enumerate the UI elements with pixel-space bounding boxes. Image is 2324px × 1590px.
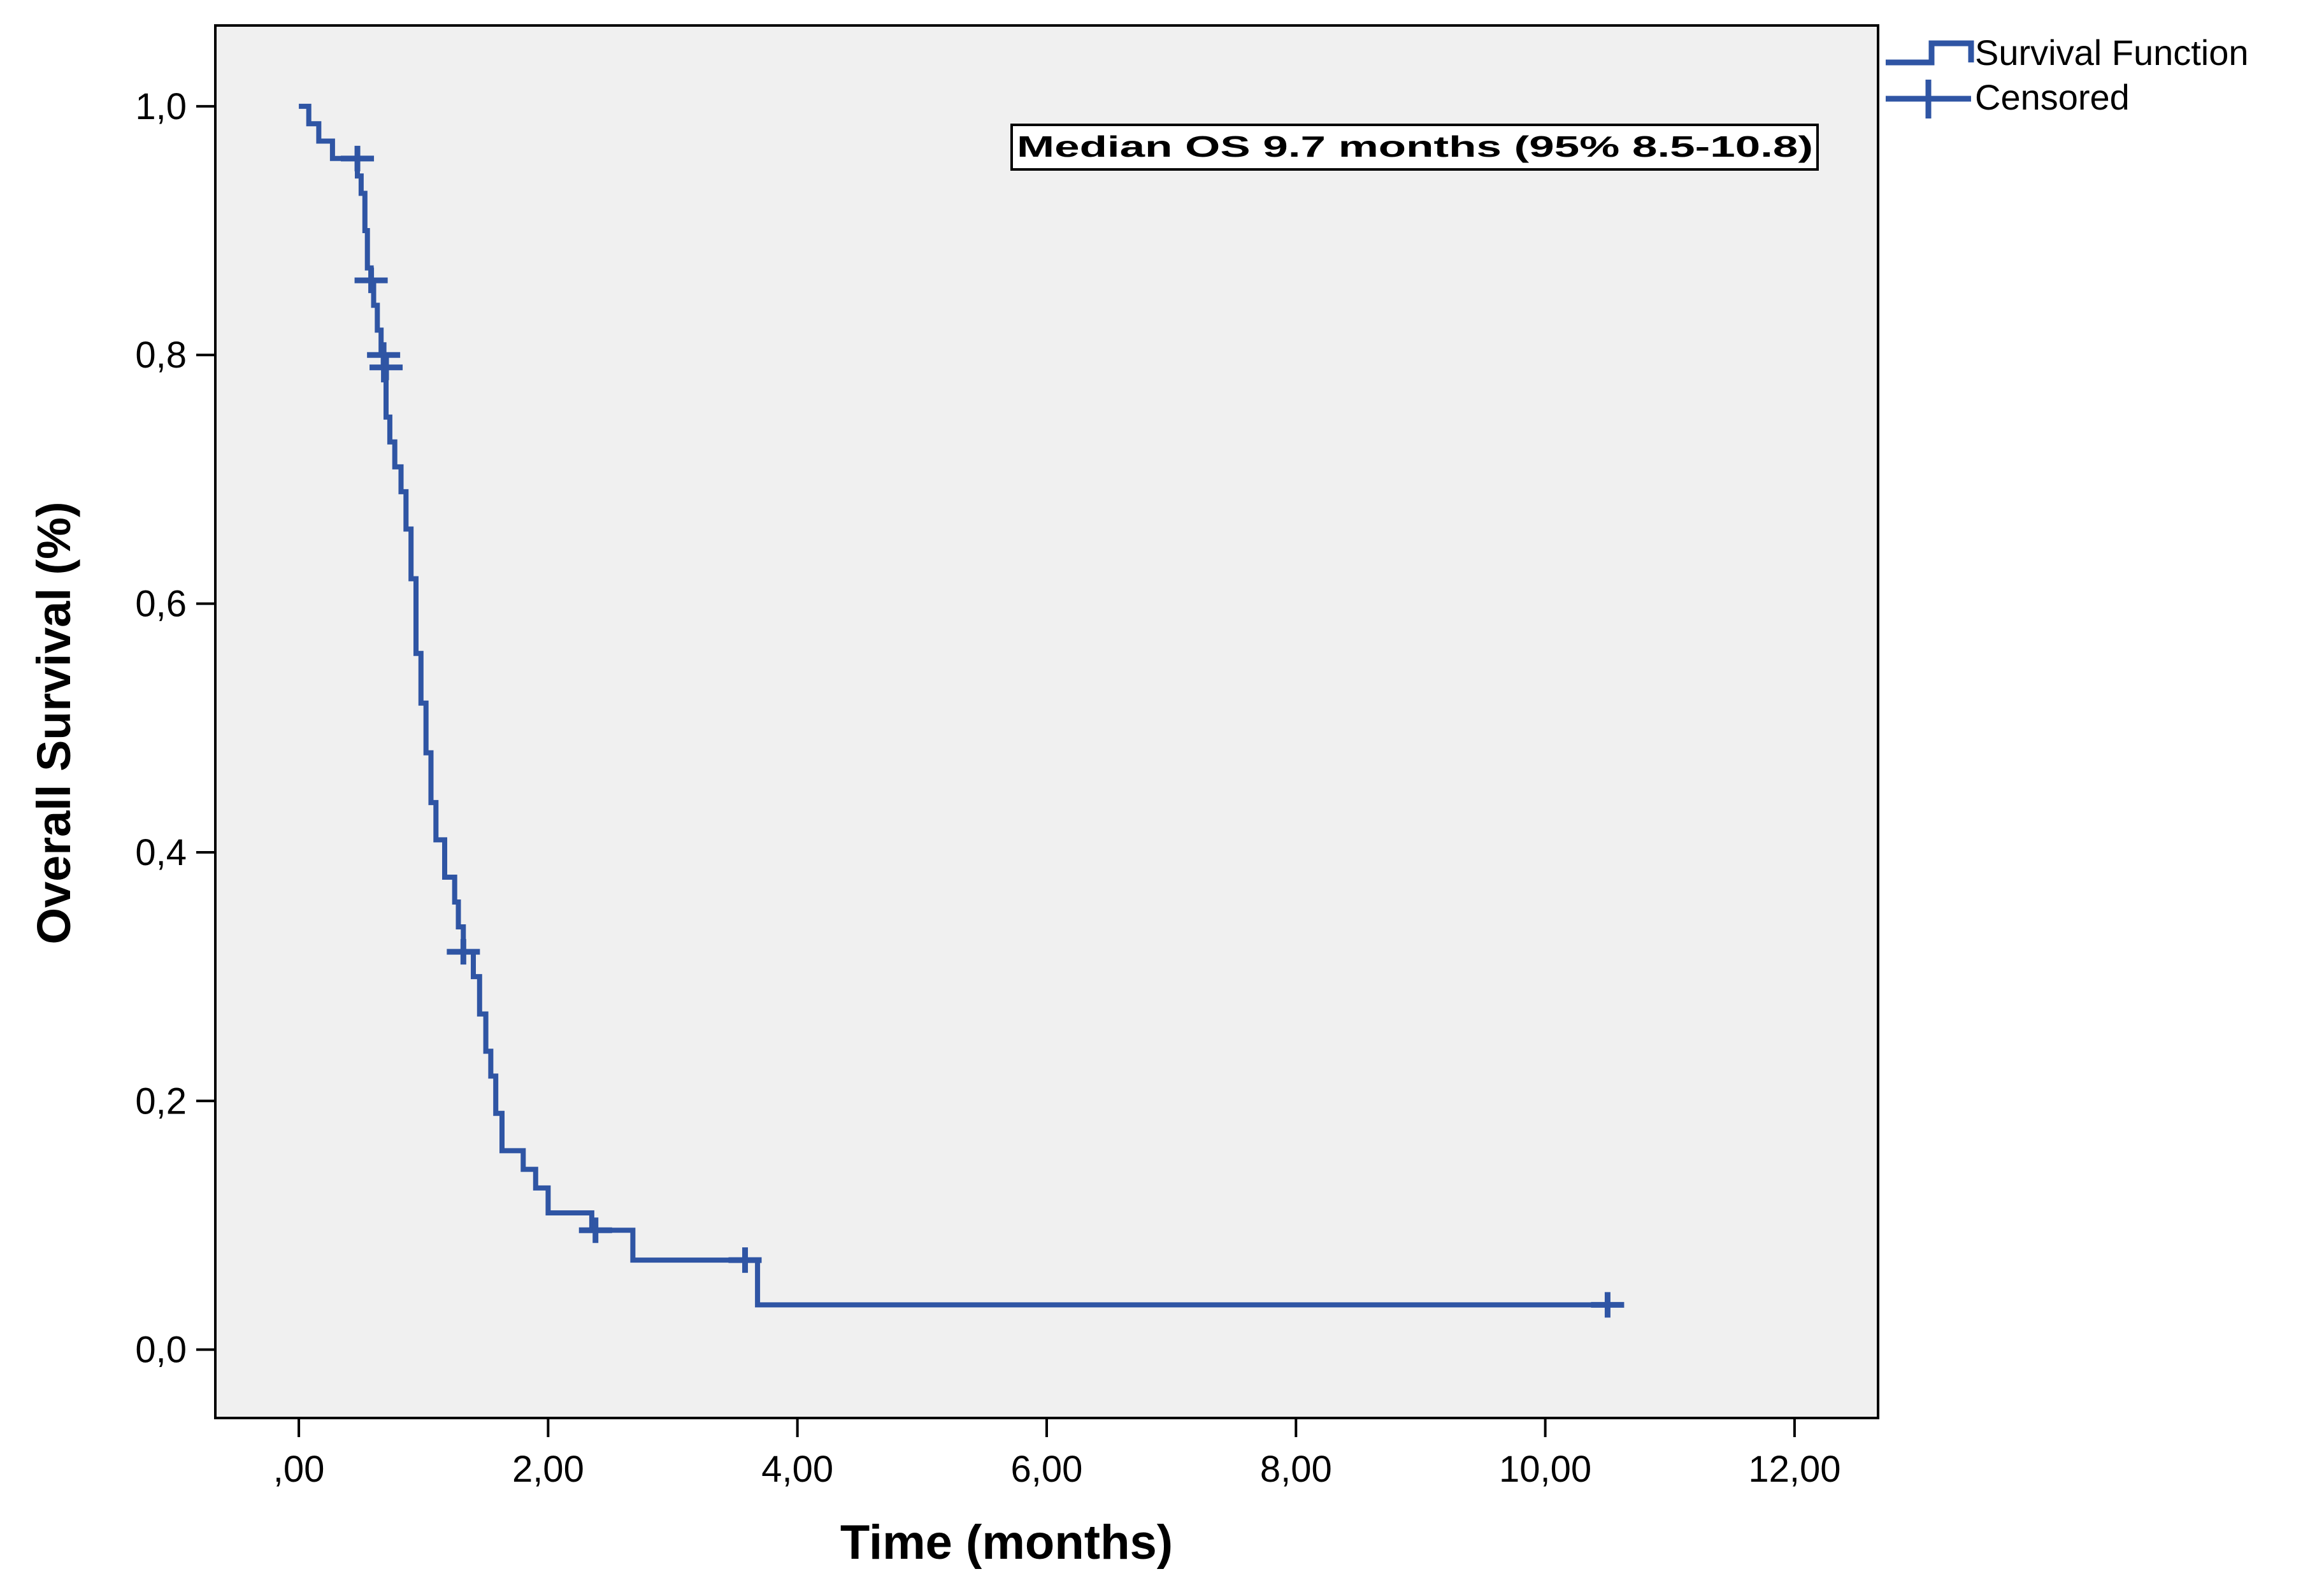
series-layer <box>299 103 1608 1308</box>
survival-function-line <box>299 103 1608 1308</box>
x-tick-label: ,00 <box>273 1449 325 1490</box>
legend: Survival Function Censored <box>1886 32 2249 118</box>
y-tick-label: 1,0 <box>135 86 187 127</box>
y-axis-title: Overall Survival (%) <box>27 501 80 944</box>
censor-marks <box>341 145 1625 1318</box>
x-axis: ,00 2,00 4,00 6,00 8,00 10,00 12,00 <box>273 1418 1840 1490</box>
x-tick-label: 6,00 <box>1011 1449 1083 1490</box>
y-tick-label: 0,8 <box>135 334 187 376</box>
legend-survival-function-swatch <box>1886 40 1974 66</box>
x-axis-title: Time (months) <box>840 1515 1173 1570</box>
y-axis: 0,0 0,2 0,4 0,6 0,8 1,0 <box>135 86 215 1371</box>
legend-survival-function-label: Survival Function <box>1975 32 2249 73</box>
plot-layer <box>214 24 1879 1419</box>
median-os-annotation: Median OS 9.7 months (95% 8.5-10.8) <box>1017 130 1813 163</box>
x-tick-label: 4,00 <box>761 1449 833 1490</box>
y-tick-label: 0,0 <box>135 1329 187 1371</box>
y-tick-label: 0,6 <box>135 584 187 625</box>
y-tick-label: 0,4 <box>135 832 187 873</box>
plot-area <box>214 24 1879 1419</box>
legend-censored-label: Censored <box>1975 77 2130 117</box>
annotation-layer: Median OS 9.7 months (95% 8.5-10.8) <box>1010 124 1819 171</box>
x-tick-label: 12,00 <box>1748 1449 1840 1490</box>
median-os-annotation-box <box>1010 124 1819 171</box>
y-tick-label: 0,2 <box>135 1080 187 1122</box>
x-tick-label: 2,00 <box>512 1449 584 1490</box>
x-tick-label: 10,00 <box>1499 1449 1591 1490</box>
x-tick-label: 8,00 <box>1260 1449 1332 1490</box>
